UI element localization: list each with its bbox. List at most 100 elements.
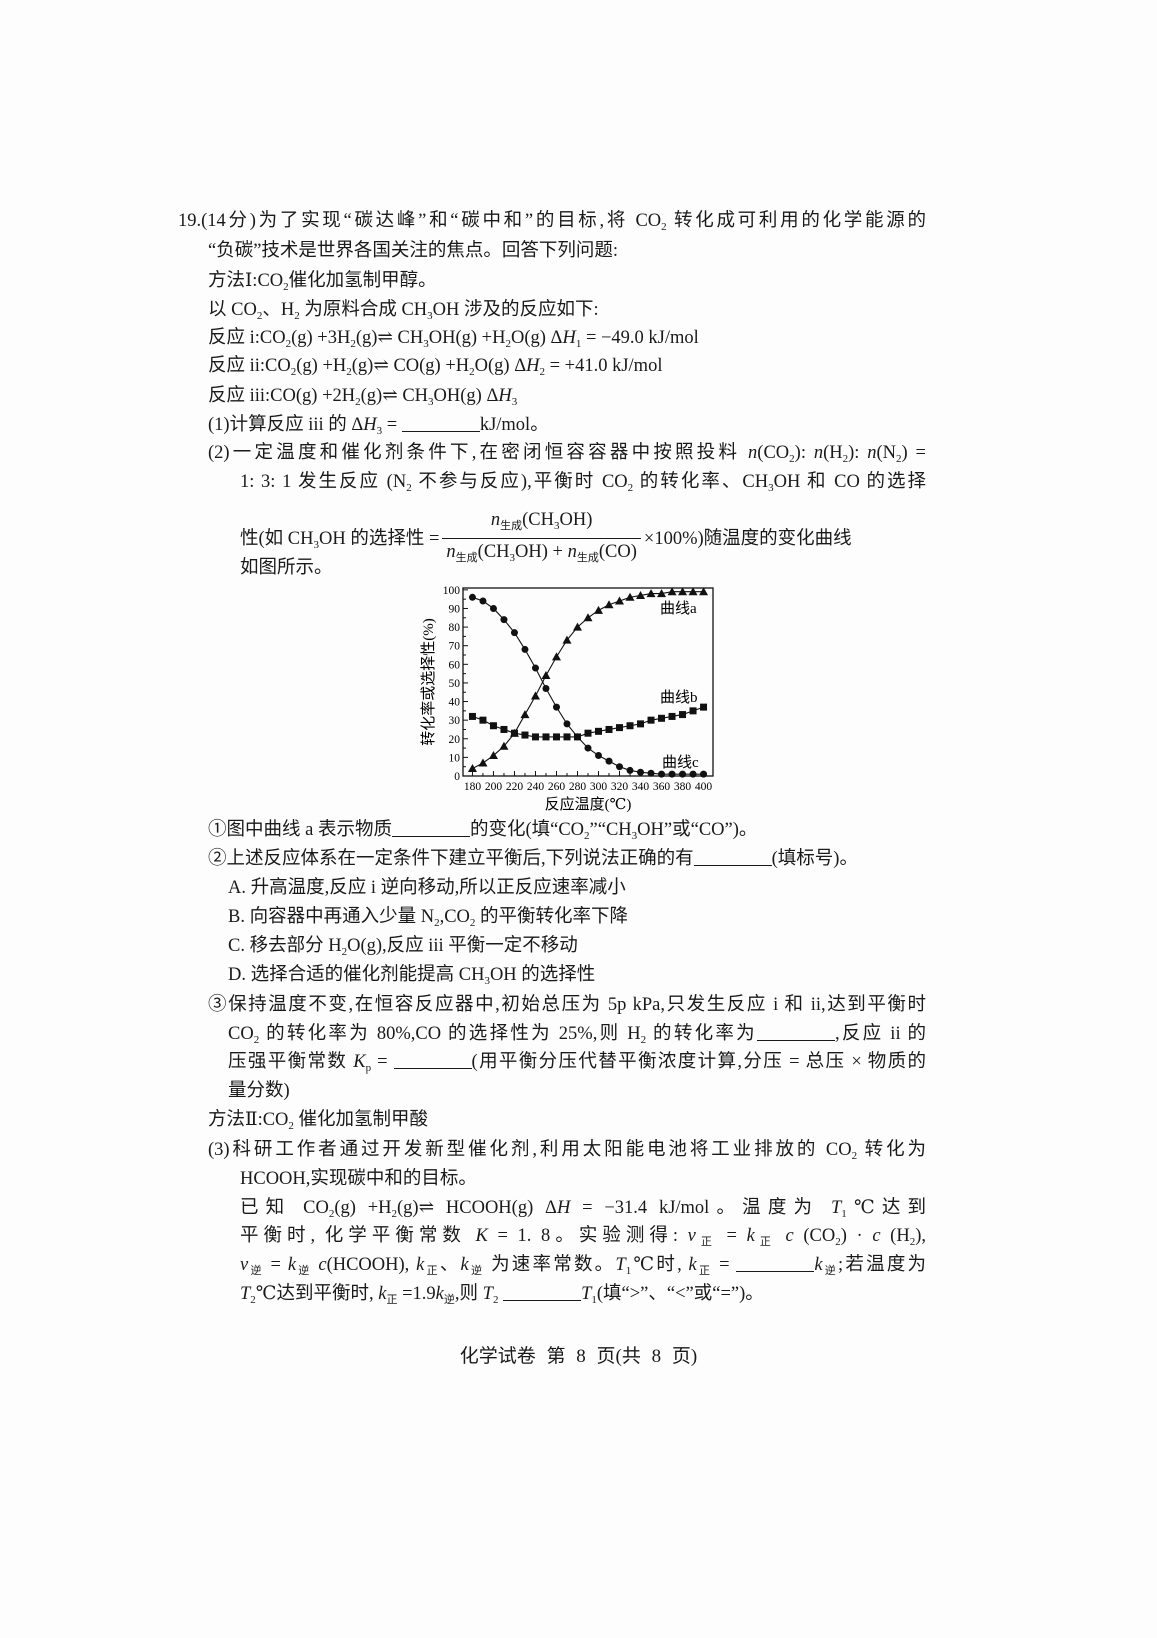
text-run: B. 向容器中再通入少量 N xyxy=(228,907,435,927)
x-tick-label: 180 xyxy=(464,781,482,793)
text-run: (CO) xyxy=(598,542,637,562)
data-point-triangle xyxy=(572,622,582,631)
data-point-triangle xyxy=(636,590,646,599)
x-tick-label: 200 xyxy=(485,781,503,793)
subscript: 正 xyxy=(424,1265,440,1277)
text-run: 催化加氢制甲酸 xyxy=(293,1110,429,1130)
text-run: 反应 i:CO xyxy=(208,328,286,348)
data-point-square xyxy=(552,733,560,741)
data-point-square xyxy=(531,733,539,741)
text-line: A. 升高温度,反应 i 逆向移动,所以正反应速率减小 xyxy=(228,876,626,900)
text-line: v逆 = k逆 c(HCOOH), k正、k逆 为速率常数。T1℃时, k正 =… xyxy=(240,1253,926,1277)
text-run: = 1. 8。实验测得: xyxy=(487,1226,688,1246)
x-tick-label: 300 xyxy=(590,781,608,793)
text-line: 已知 CO2(g) +H2(g)⇌ HCOOH(g) ΔH = −31.4 kJ… xyxy=(240,1196,926,1220)
data-point-square xyxy=(510,729,518,737)
subscript: 2 xyxy=(539,366,545,378)
variable: K xyxy=(353,1052,366,1072)
data-point-triangle xyxy=(499,741,509,750)
text-run: OH) + xyxy=(515,542,568,562)
data-point-square xyxy=(468,712,476,720)
text-line: 反应 i:CO2(g) +3H2(g)⇌ CH3OH(g) +H2O(g) ΔH… xyxy=(208,326,699,356)
conversion-selectivity-chart: 0 10 20 30 40 50 60 70 80 90 100 180 200 220 240 260 280… xyxy=(420,585,714,813)
subscript: 2 xyxy=(469,917,476,929)
data-point-square xyxy=(605,725,613,733)
text-run: ), xyxy=(915,1226,927,1246)
variable: T xyxy=(240,1284,251,1304)
text-run: 已知 CO xyxy=(240,1198,329,1218)
text-run: 平衡时, 化学平衡常数 xyxy=(240,1226,476,1246)
text-run: ℃时, xyxy=(631,1255,689,1275)
data-point-triangle xyxy=(688,587,698,596)
answer-blank[interactable] xyxy=(393,1050,472,1069)
text-line: 反应 iii:CO(g) +2H2(g)⇌ CH3OH(g) ΔH3 xyxy=(208,384,517,414)
variable: n xyxy=(748,443,758,463)
variable: T xyxy=(615,1255,626,1275)
text-run: 反应 ii:CO xyxy=(208,356,291,376)
variable: c xyxy=(318,1255,327,1275)
data-point-circle xyxy=(616,763,624,771)
data-point-circle xyxy=(626,766,634,774)
data-point-triangle xyxy=(562,635,572,644)
text-run: ): xyxy=(794,443,814,463)
y-tick-label: 20 xyxy=(449,734,461,746)
text-line: B. 向容器中再通入少量 N2,CO2 的平衡转化率下降 xyxy=(228,905,628,935)
data-point-triangle xyxy=(541,670,551,679)
text-run: (g)⇌ CH xyxy=(360,386,429,406)
answer-blank[interactable] xyxy=(391,818,470,837)
text-run: (用平衡分压代替平衡浓度计算,分压 = 总压 × 物质的 xyxy=(471,1052,927,1072)
text-run: ①图中曲线 a 表示物质 xyxy=(208,820,392,840)
text-run: OH(g) +H xyxy=(428,328,506,348)
text-line: 如图所示。 xyxy=(240,556,333,580)
text-line: 以 CO2、H2 为原料合成 CH3OH 涉及的反应如下: xyxy=(208,298,599,328)
answer-blank[interactable] xyxy=(401,413,480,432)
data-point-triangle xyxy=(520,710,530,719)
answer-blank[interactable] xyxy=(736,1253,815,1272)
data-point-triangle xyxy=(678,587,688,596)
variable: c xyxy=(872,1226,881,1246)
y-tick-label: 30 xyxy=(449,715,461,727)
text-run xyxy=(776,1226,786,1246)
y-tick-label: 0 xyxy=(454,771,460,783)
text-run: (g)⇌ CO(g) +H xyxy=(351,356,470,376)
text-run: = +41.0 kJ/mol xyxy=(544,356,663,376)
data-point-triangle xyxy=(594,605,604,614)
text-line: 19.(14分)为了实现“碳达峰”和“碳中和”的目标,将 CO2 转化成可利用的… xyxy=(178,209,926,233)
subscript: 正 xyxy=(695,1236,717,1248)
subscript: 2 xyxy=(640,1034,647,1046)
subscript: 2 xyxy=(250,1294,256,1306)
subscript: 2 xyxy=(350,338,356,350)
data-point-square xyxy=(647,716,655,724)
text-run: (g) +3H xyxy=(291,328,351,348)
subscript: 正 xyxy=(386,1294,398,1306)
answer-blank[interactable] xyxy=(756,1022,835,1041)
text-run: 催化加氢制甲醇。 xyxy=(288,271,437,291)
answer-blank[interactable] xyxy=(503,1282,582,1301)
data-point-circle xyxy=(510,629,518,637)
subscript: 3 xyxy=(313,538,320,551)
data-point-square xyxy=(489,722,497,730)
subscript: 正 xyxy=(754,1236,776,1248)
subscript: 1 xyxy=(575,338,582,350)
text-run: C. 移去部分 H xyxy=(228,936,342,956)
subscript: 3 xyxy=(509,552,516,564)
data-point-triangle xyxy=(488,751,498,760)
page-footer: 化学试卷 第 8 页(共 8 页) xyxy=(459,1346,698,1367)
text-line: “负碳”技术是世界各国关注的焦点。回答下列问题: xyxy=(208,239,618,263)
data-point-square xyxy=(689,707,697,715)
text-run: A. 升高温度,反应 i 逆向移动,所以正反应速率减小 xyxy=(228,878,626,898)
text-run: 性(如 CH xyxy=(240,528,314,549)
variable: T xyxy=(482,1284,493,1304)
variable: K xyxy=(475,1226,488,1246)
subscript: p xyxy=(365,1062,372,1074)
text-run: ) = xyxy=(901,443,926,463)
text-run: (HCOOH), xyxy=(326,1255,417,1275)
answer-blank[interactable] xyxy=(693,847,772,866)
text-run: (CH xyxy=(522,510,555,530)
subscript: 2 xyxy=(835,1236,841,1248)
subscript: 逆 xyxy=(443,1294,455,1306)
subscript: 2 xyxy=(469,366,475,378)
text-run: ②上述反应体系在一定条件下建立平衡后,下列说法正确的有 xyxy=(208,849,694,869)
text-run: (填标号)。 xyxy=(771,849,858,869)
x-tick-label: 340 xyxy=(632,781,650,793)
